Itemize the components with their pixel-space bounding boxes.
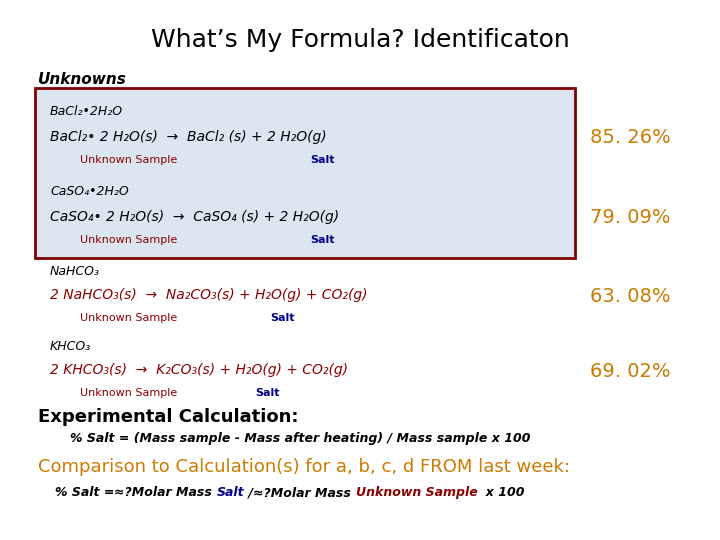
Text: 69. 02%: 69. 02% (590, 362, 670, 381)
Text: Salt: Salt (255, 388, 279, 398)
Text: NaHCO₃: NaHCO₃ (50, 265, 100, 278)
FancyBboxPatch shape (35, 88, 575, 258)
Text: CaSO₄•2H₂O: CaSO₄•2H₂O (50, 185, 129, 198)
Text: Unknown Sample: Unknown Sample (80, 388, 177, 398)
Text: 2 KHCO₃(s)  →  K₂CO₃(s) + H₂O(g) + CO₂(g): 2 KHCO₃(s) → K₂CO₃(s) + H₂O(g) + CO₂(g) (50, 363, 348, 377)
Text: Unknowns: Unknowns (38, 72, 127, 87)
Text: Unknown Sample: Unknown Sample (80, 313, 177, 323)
Text: ≈?Molar Mass: ≈?Molar Mass (114, 486, 217, 499)
Text: BaCl₂•2H₂O: BaCl₂•2H₂O (50, 105, 123, 118)
Text: Comparison to Calculation(s) for a, b, c, d FROM last week:: Comparison to Calculation(s) for a, b, c… (38, 458, 570, 476)
Text: 2 NaHCO₃(s)  →  Na₂CO₃(s) + H₂O(g) + CO₂(g): 2 NaHCO₃(s) → Na₂CO₃(s) + H₂O(g) + CO₂(g… (50, 288, 367, 302)
Text: Unknown Sample: Unknown Sample (356, 486, 477, 499)
Text: x 100: x 100 (477, 486, 525, 499)
Text: Salt: Salt (217, 486, 244, 499)
Text: % Salt =: % Salt = (55, 486, 114, 499)
Text: 63. 08%: 63. 08% (590, 287, 670, 306)
Text: 85. 26%: 85. 26% (590, 128, 671, 147)
Text: Salt: Salt (270, 313, 294, 323)
Text: Unknown Sample: Unknown Sample (80, 155, 177, 165)
Text: What’s My Formula? Identificaton: What’s My Formula? Identificaton (150, 28, 570, 52)
Text: /≈?Molar Mass: /≈?Molar Mass (244, 486, 356, 499)
Text: Experimental Calculation:: Experimental Calculation: (38, 408, 299, 426)
Text: KHCO₃: KHCO₃ (50, 340, 91, 353)
Text: 79. 09%: 79. 09% (590, 208, 670, 227)
Text: BaCl₂• 2 H₂O(s)  →  BaCl₂ (s) + 2 H₂O(g): BaCl₂• 2 H₂O(s) → BaCl₂ (s) + 2 H₂O(g) (50, 130, 327, 144)
Text: Salt: Salt (310, 155, 335, 165)
Text: Unknown Sample: Unknown Sample (80, 235, 177, 245)
Text: Salt: Salt (310, 235, 335, 245)
Text: CaSO₄• 2 H₂O(s)  →  CaSO₄ (s) + 2 H₂O(g): CaSO₄• 2 H₂O(s) → CaSO₄ (s) + 2 H₂O(g) (50, 210, 339, 224)
Text: % Salt = (Mass sample - Mass after heating) / Mass sample x 100: % Salt = (Mass sample - Mass after heati… (70, 432, 531, 445)
